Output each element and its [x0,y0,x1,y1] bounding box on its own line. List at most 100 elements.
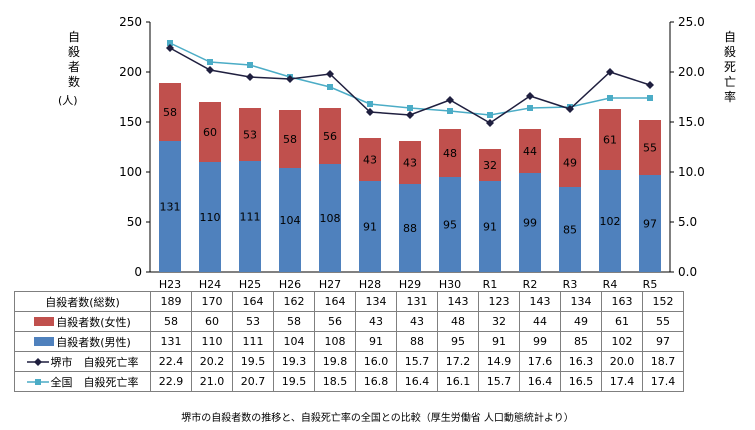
x-tick-label: H27 [319,278,341,290]
bar-female-label: 58 [163,106,177,119]
chart: 0 50 100 150 200 250 0.0 5.0 10.0 15.0 20.0 25.0 H23… [119,15,705,290]
sakai-rate-point [446,96,454,104]
sakai-rate-point [166,44,174,52]
bar-female-label: 61 [603,134,617,147]
table-cell: 58 [273,311,315,332]
table-cell: 14.9 [478,351,520,372]
sakai-rate-point [486,119,494,127]
table-cell: 108 [314,331,356,352]
table-cell: 49 [560,311,602,332]
table-cell: 22.4 [150,351,192,372]
table-cell: 19.5 [232,351,274,372]
bar-male [399,184,421,272]
table-cell: 44 [519,311,561,332]
table-cell: 56 [314,311,356,332]
table-cell: 32 [478,311,520,332]
sakai-rate-point [406,111,414,119]
bar-male-label: 111 [240,211,261,224]
national-rate-point [327,84,333,90]
legend-swatch [26,378,49,385]
table-cell: 170 [191,291,233,312]
sakai-rate-point [286,75,294,83]
sakai-rate-point [366,108,374,116]
right-axis-title: 自殺死亡率 [723,30,736,104]
bar-male-label: 88 [403,222,417,235]
bar-female [559,138,581,187]
table-cell: 53 [232,311,274,332]
table-cell: 17.4 [642,371,684,392]
right-tick-label: 25.0 [678,15,705,29]
bar-male [359,181,381,272]
table-cell: 143 [437,291,479,312]
national-rate-point [367,101,373,107]
table-cell: 19.3 [273,351,315,372]
bar-male [199,162,221,272]
table-row: 自殺者数(総数) 189 170 164 162 164 134 131 143 123 143 13… [14,291,684,312]
table-row: 全国 自殺死亡率 22.9 21.0 20.7 19.5 18.5 16.8 16.4 16.1… [14,371,684,392]
bar-female [399,141,421,184]
bar-male-label: 97 [643,218,657,231]
table-cell: 111 [232,331,274,352]
sakai-rate-point [606,68,614,76]
table-row-header: 堺市 自殺死亡率 [14,351,151,372]
right-tick-label: 5.0 [678,215,697,229]
sakai-rate-point [646,81,654,89]
bar-female-label: 48 [443,147,457,160]
bar-male [439,177,461,272]
bar-female-label: 56 [323,130,337,143]
national-rate-point [247,62,253,68]
right-tick-label: 15.0 [678,115,705,129]
x-tick-label: H29 [399,278,421,290]
bar-female [319,108,341,164]
left-axis-unit: (人) [58,94,78,107]
bar-female-label: 60 [203,126,217,139]
bar-female-label: 49 [563,157,577,170]
bar-male-label: 95 [443,219,457,232]
table-cell: 61 [601,311,643,332]
table-cell: 16.4 [519,371,561,392]
bar-female-label: 43 [363,154,377,167]
x-tick-label: H28 [359,278,381,290]
table-cell: 19.8 [314,351,356,372]
national-rate-point [207,59,213,65]
sakai-rate-point [566,105,574,113]
table-cell: 163 [601,291,643,312]
x-tick-label: H24 [199,278,221,290]
table-cell: 164 [232,291,274,312]
bar-male-label: 99 [523,217,537,230]
table-cell: 20.2 [191,351,233,372]
bar-female-label: 43 [403,157,417,170]
x-tick-label: H23 [159,278,181,290]
table-cell: 18.7 [642,351,684,372]
bar-female-label: 58 [283,133,297,146]
table-row-header: 自殺者数(総数) [14,291,151,312]
national-rate-point [647,95,653,101]
right-tick-label: 10.0 [678,165,705,179]
left-axis-title: 自殺者数 [67,30,80,89]
table-cell: 20.0 [601,351,643,372]
bar-male-label: 102 [600,215,621,228]
table-cell: 131 [396,291,438,312]
bar-female [519,129,541,173]
table-row-label: 自殺者数(男性) [56,335,131,349]
table-row: 堺市 自殺死亡率 22.4 20.2 19.5 19.3 19.8 16.0 15.7 17.2… [14,351,684,372]
table-cell: 17.4 [601,371,643,392]
legend-swatch [34,337,55,346]
left-tick-label: 0 [134,265,142,279]
table-cell: 102 [601,331,643,352]
bar-female [279,110,301,168]
bar-female-label: 44 [523,145,537,158]
table-cell: 15.7 [396,351,438,372]
bar-male-label: 85 [563,224,577,237]
table-cell: 97 [642,331,684,352]
bar-female [479,149,501,181]
table-cell: 134 [560,291,602,312]
bar-male [479,181,501,272]
table-cell: 95 [437,331,479,352]
bar-female [599,109,621,170]
sakai-rate-point [206,66,214,74]
table-cell: 60 [191,311,233,332]
legend-swatch [26,357,49,366]
table-cell: 91 [355,331,397,352]
legend-swatch [34,317,55,326]
